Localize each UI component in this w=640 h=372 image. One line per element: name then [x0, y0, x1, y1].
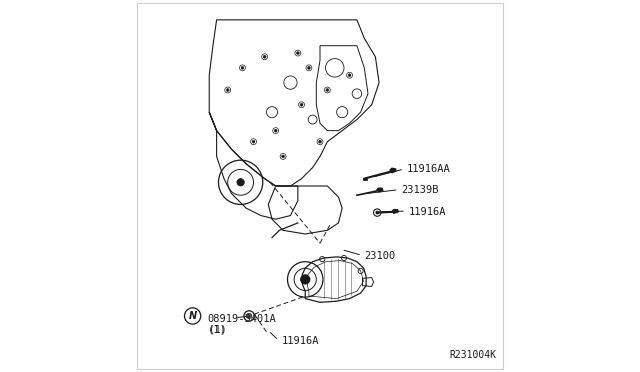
Circle shape	[241, 66, 244, 69]
Circle shape	[237, 179, 244, 186]
Circle shape	[376, 211, 379, 214]
Text: 08919-3401A: 08919-3401A	[207, 314, 276, 324]
Circle shape	[300, 103, 303, 106]
Text: N: N	[189, 311, 196, 321]
Text: R231004K: R231004K	[449, 350, 497, 360]
Text: 11916A: 11916A	[408, 207, 446, 217]
Circle shape	[301, 275, 310, 284]
Text: (1): (1)	[207, 325, 226, 335]
Text: 23139B: 23139B	[401, 185, 439, 195]
Circle shape	[326, 89, 329, 92]
Polygon shape	[377, 188, 383, 192]
Polygon shape	[392, 210, 398, 213]
Circle shape	[274, 129, 277, 132]
Circle shape	[307, 66, 310, 69]
Circle shape	[246, 313, 252, 318]
Text: (1): (1)	[209, 325, 227, 335]
Text: 11916A: 11916A	[281, 336, 319, 346]
Circle shape	[296, 52, 300, 55]
Circle shape	[348, 74, 351, 77]
Text: 23100: 23100	[364, 251, 396, 261]
Circle shape	[282, 155, 285, 158]
Text: 11916AA: 11916AA	[407, 164, 451, 174]
Circle shape	[319, 140, 321, 143]
Polygon shape	[390, 168, 396, 173]
Circle shape	[263, 55, 266, 58]
Circle shape	[226, 89, 229, 92]
Circle shape	[252, 140, 255, 143]
